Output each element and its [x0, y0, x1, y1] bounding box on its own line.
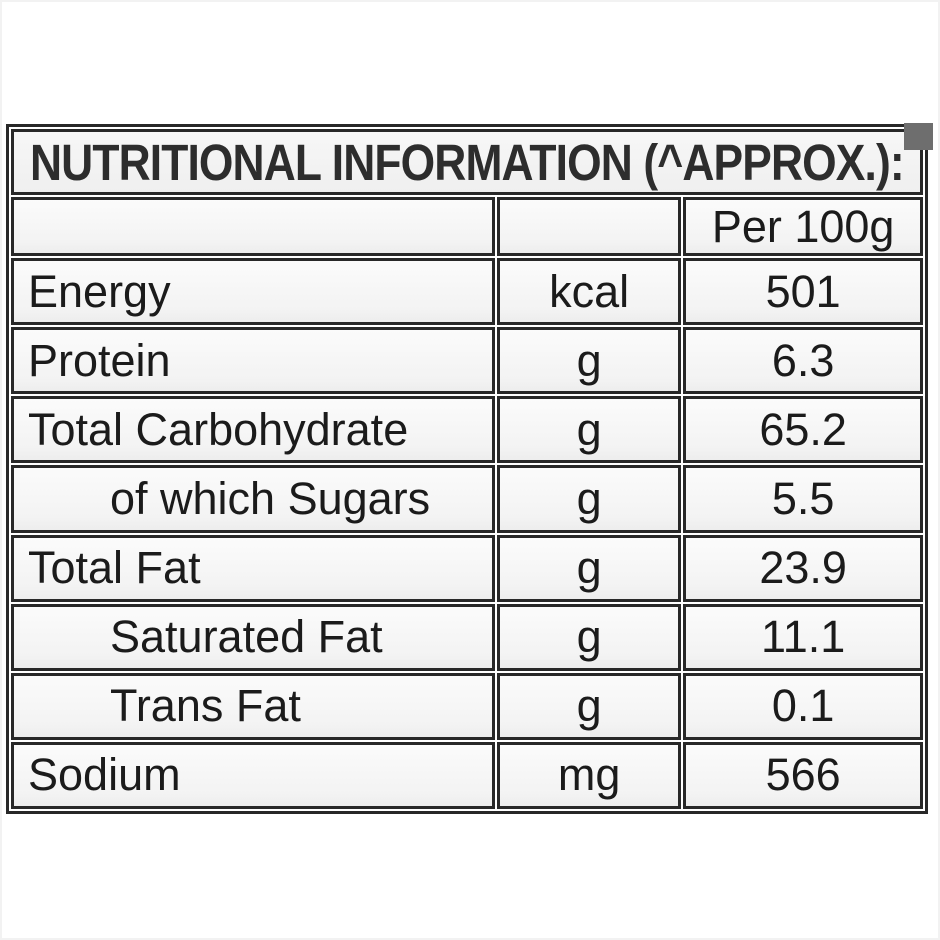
table-row: of which Sugars g 5.5 — [11, 465, 923, 533]
nutrient-value: 566 — [683, 741, 923, 809]
table-row: Total Carbohydrate g 65.2 — [11, 396, 923, 464]
nutrient-label-energy: Energy — [11, 258, 495, 326]
nutrient-unit: g — [496, 327, 682, 395]
nutrient-value: 23.9 — [683, 534, 923, 602]
nutrient-unit: g — [496, 672, 682, 740]
table-row: Saturated Fat g 11.1 — [11, 603, 923, 671]
nutrient-unit: g — [496, 603, 682, 671]
nutrient-value: 11.1 — [683, 603, 923, 671]
column-header-per-100g: Per 100g — [683, 197, 923, 257]
corner-artifact-square — [904, 123, 933, 150]
table-title-cell: NUTRITIONAL INFORMATION (^APPROX.): — [11, 129, 923, 196]
table-row: Protein g 6.3 — [11, 327, 923, 395]
nutrient-value: 65.2 — [683, 396, 923, 464]
nutrient-unit: g — [496, 396, 682, 464]
table-title-row: NUTRITIONAL INFORMATION (^APPROX.): — [11, 129, 923, 196]
nutrient-value: 501 — [683, 258, 923, 326]
table-row: Trans Fat g 0.1 — [11, 672, 923, 740]
table-row: Total Fat g 23.9 — [11, 534, 923, 602]
nutrient-label-of-which-sugars: of which Sugars — [11, 465, 495, 533]
nutrient-label-saturated-fat: Saturated Fat — [11, 603, 495, 671]
nutrient-unit: kcal — [496, 258, 682, 326]
table-row: Sodium mg 566 — [11, 741, 923, 809]
nutrient-label-trans-fat: Trans Fat — [11, 672, 495, 740]
header-unit-cell — [496, 197, 682, 257]
nutrient-unit: mg — [496, 741, 682, 809]
nutrient-unit: g — [496, 465, 682, 533]
table-row: Energy kcal 501 — [11, 258, 923, 326]
nutrient-label-total-fat: Total Fat — [11, 534, 495, 602]
nutrient-label-sodium: Sodium — [11, 741, 495, 809]
nutrition-table: NUTRITIONAL INFORMATION (^APPROX.): Per … — [6, 124, 928, 814]
table-title: NUTRITIONAL INFORMATION (^APPROX.): — [30, 133, 905, 191]
nutrient-value: 0.1 — [683, 672, 923, 740]
nutrient-label-total-carbohydrate: Total Carbohydrate — [11, 396, 495, 464]
nutrient-value: 6.3 — [683, 327, 923, 395]
nutrient-value: 5.5 — [683, 465, 923, 533]
nutrient-label-protein: Protein — [11, 327, 495, 395]
nutrient-unit: g — [496, 534, 682, 602]
header-nutrient-cell — [11, 197, 495, 257]
table-header-row: Per 100g — [11, 197, 923, 257]
